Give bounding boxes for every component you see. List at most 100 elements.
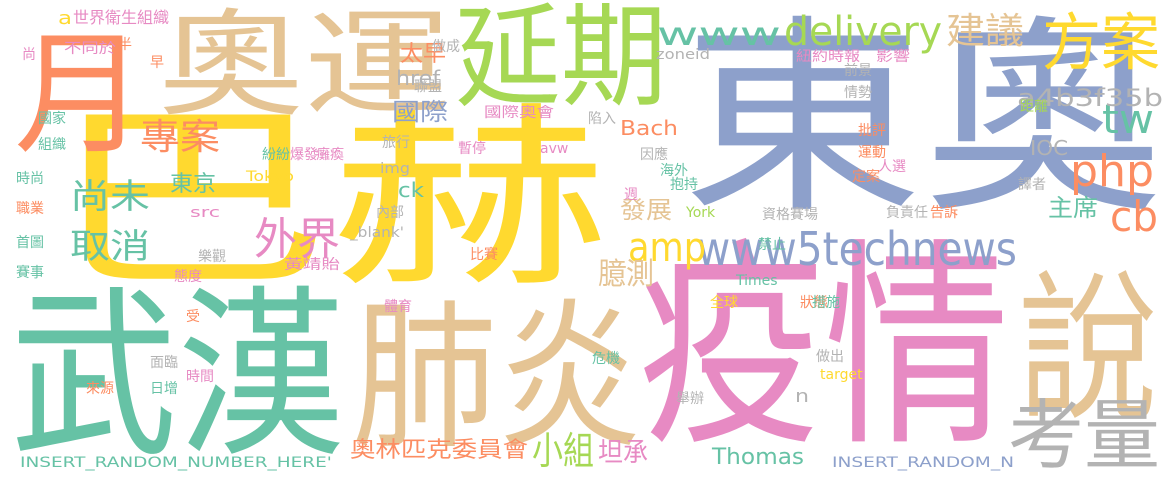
word-amp: amp [628, 225, 707, 271]
word-tancheng: 坦承 [598, 438, 649, 468]
word-small-105: 來源 [86, 381, 114, 397]
word-blank: _blank' [350, 225, 405, 241]
word-src: src [190, 205, 221, 221]
word-small-83: 抱持 [670, 177, 698, 193]
word-fazhan: 發展 [620, 196, 672, 224]
word-small-64: Times [736, 273, 778, 289]
word-small-102: 面臨 [150, 355, 178, 371]
word-small-66: 措施 [812, 295, 840, 311]
word-small-81: 情勢 [844, 85, 872, 101]
word-small-62: 禁止 [758, 237, 786, 253]
word-tw: tw [1102, 97, 1154, 143]
word-small-89: 紛紛 [262, 147, 290, 163]
word-small-91: 癱瘓 [316, 147, 344, 163]
word-yue: 月 [14, 17, 147, 173]
word-small-65: 狀態 [800, 295, 828, 311]
word-wuhan: 武漢 [10, 270, 345, 482]
word-olympic-committee: 奧林匹克委員會 [350, 438, 529, 463]
word-small-58: 暫停 [458, 141, 486, 157]
word-small-94: 時尚 [16, 171, 44, 187]
word-small-59: avw [540, 141, 569, 157]
word-yanqi: 延期 [455, 0, 667, 123]
word-small-60: 海外 [660, 163, 688, 179]
word-who: 世界衛生組織 [73, 8, 170, 27]
word-small-80: 批評 [858, 123, 886, 139]
word-quxiao: 取消 [70, 227, 150, 267]
word-ioc-chinese: 國際奧會 [484, 105, 554, 121]
word-insert-random-number: INSERT_RANDOM_NUMBER_HERE' [20, 455, 332, 471]
word-href: href [396, 66, 440, 90]
word-small-87: 做成 [432, 39, 460, 55]
word-zhuxi: 主席 [1048, 194, 1099, 222]
word-small-92: 國家 [38, 111, 66, 127]
word-a4b3f35b: a4b3f35b [1017, 84, 1164, 112]
word-small-100: 早 [150, 55, 164, 71]
word-fangan: 方案 [1042, 6, 1161, 79]
word-bahe: 巴赫 [50, 86, 611, 313]
word-small-74: 告訴 [930, 205, 958, 221]
word-small-69: 舉辦 [676, 391, 704, 407]
word-waijie: 外界 [254, 214, 340, 265]
word-small-56: 內部 [376, 205, 404, 221]
word-yiqing: 疫情 [638, 220, 1010, 476]
word-n: n [795, 386, 810, 407]
word-small-70: 比賽 [470, 247, 498, 263]
word-php: php [1070, 146, 1155, 197]
word-small-86: 陷入 [588, 111, 616, 127]
word-small-75: 譯者 [1018, 177, 1046, 193]
word-small-57: 旅行 [382, 135, 410, 151]
word-small-96: 首圖 [16, 235, 44, 251]
word-small-93: 組織 [38, 137, 66, 153]
word-thomas: Thomas [712, 445, 805, 470]
word-shuo: 說 [1018, 256, 1159, 443]
word-zhuanan: 專案 [140, 117, 221, 158]
word-img: img [380, 161, 411, 177]
word-ioc: IOC [1030, 136, 1068, 160]
word-small-99: 半 [118, 37, 132, 53]
word-small-68: 做出 [816, 349, 844, 365]
word-small-72: 資格賽場 [762, 207, 818, 223]
word-small-73: 負責任 [886, 205, 928, 221]
word-butongyu: 不同於 [64, 41, 116, 57]
word-small-103: 日增 [150, 381, 178, 397]
word-small-63: 全球 [710, 295, 738, 311]
word-yingxiang: 影響 [876, 49, 910, 65]
word-kaoliang: 考量 [1008, 391, 1160, 480]
word-small-97: 賽事 [16, 265, 44, 281]
word-small-71: 體育 [384, 299, 412, 315]
word-feiyan: 肺炎 [352, 284, 642, 471]
word-small-85: 週 [624, 187, 638, 203]
word-small-98: 尚 [22, 47, 36, 63]
word-insert-random-n: INSERT_RANDOM_N [832, 455, 1015, 471]
word-delivery: delivery [784, 9, 943, 55]
word-www: www [657, 15, 781, 53]
word-huangjingyi: 黃靖貽 [284, 257, 340, 273]
word-small-53: 危機 [592, 351, 620, 367]
word-small-54: 態度 [174, 269, 202, 285]
word-dongao: 東奧 [682, 0, 1165, 242]
word-small-61: York [686, 205, 716, 221]
word-cb: cb [1110, 192, 1159, 241]
word-a: a [58, 8, 72, 29]
word-xiaozu: 小組 [532, 429, 595, 473]
word-small-67: target [820, 367, 863, 383]
word-nytimes: 紐約時報 [796, 49, 861, 65]
word-small-78: 運動 [858, 145, 886, 161]
word-small-79: 距離 [1020, 99, 1048, 115]
word-small-90: 爆發 [290, 147, 318, 163]
word-small-76: 人選 [878, 159, 906, 175]
word-jianyi: 建議 [946, 11, 1024, 52]
word-tokyo: Tokyo [246, 169, 295, 185]
word-yice: 臆測 [598, 257, 654, 292]
word-small-101: 受 [186, 309, 200, 325]
word-small-77: 定案 [852, 169, 880, 185]
word-small-82: 前景 [844, 63, 872, 79]
word-small-55: 樂觀 [198, 249, 226, 265]
word-www5technews: www5technews [697, 222, 1017, 276]
word-shangwei: 尚未 [70, 177, 150, 217]
word-aoyun: 奧運 [158, 0, 451, 133]
word-ck: ck [398, 178, 425, 202]
word-bach: Bach [620, 116, 678, 140]
word-small-84: 因應 [640, 147, 668, 163]
word-small-88: 聯盟 [414, 79, 442, 95]
